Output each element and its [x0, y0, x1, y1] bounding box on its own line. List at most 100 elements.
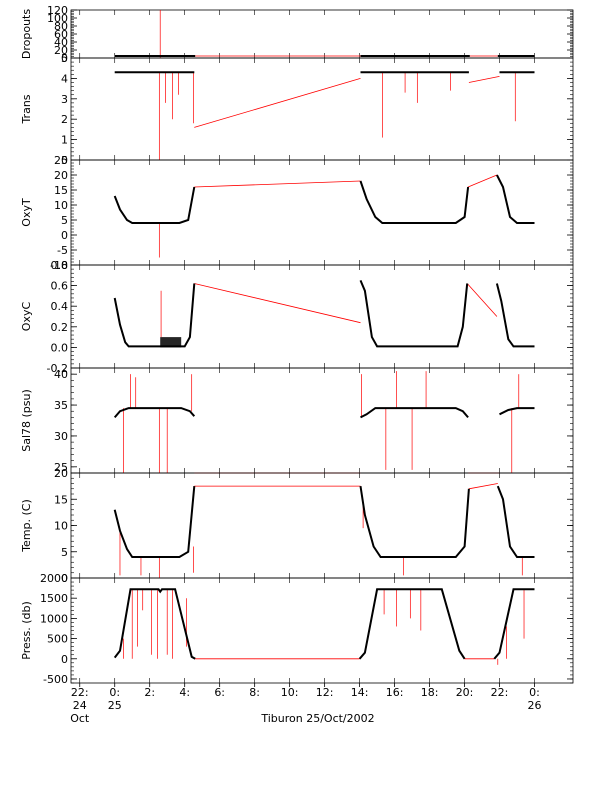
y-axis-title: Sal78 (psu)	[20, 389, 33, 452]
y-tick-label: 120	[47, 4, 68, 17]
y-tick-label: 60	[54, 28, 68, 41]
y-tick-label: -0.2	[47, 362, 68, 375]
x-tick-label: 16:	[386, 686, 404, 699]
y-tick-label: 5	[61, 214, 68, 227]
y-tick-label: 20	[54, 44, 68, 57]
connector-line	[468, 76, 500, 83]
connector-line	[194, 180, 361, 188]
panel: -10 -5 0 5 10 15 20 25 OxyT	[20, 154, 574, 272]
y-tick-label: 20	[54, 467, 68, 480]
x-tick-date-label: 26	[528, 699, 542, 712]
series-line	[496, 174, 535, 224]
y-tick-label: 0.8	[51, 259, 69, 272]
y-tick-label: 25	[54, 154, 68, 167]
y-tick-label: 0.6	[51, 280, 69, 293]
series-line	[113, 486, 196, 558]
x-tick-label: 22:	[491, 686, 509, 699]
y-tick-label: 0	[61, 229, 68, 242]
y-axis-title: OxyC	[20, 302, 33, 332]
series-line	[359, 180, 470, 224]
y-tick-label: 0	[61, 572, 68, 585]
y-tick-label: -5	[57, 244, 68, 257]
y-tick-label: 15	[54, 493, 68, 506]
x-tick-label: 0:	[109, 686, 120, 699]
y-tick-label: 0	[61, 154, 68, 167]
y-tick-label: 40	[54, 36, 68, 49]
x-tick-label: 22:	[71, 686, 89, 699]
x-tick-label: 6:	[214, 686, 225, 699]
series-line	[113, 283, 196, 348]
panel: -500 0 500 1000 1500 2000 Press. (db)	[20, 572, 574, 686]
plot-frame	[70, 264, 574, 369]
y-tick-label: 2000	[40, 572, 68, 585]
y-tick-label: 35	[54, 399, 68, 412]
series-line	[493, 588, 535, 660]
plot-frame	[70, 367, 574, 474]
x-tick-label: 2:	[144, 686, 155, 699]
plot-frame	[70, 9, 574, 59]
y-tick-label: 1	[61, 134, 68, 147]
y-tick-label: 5	[61, 52, 68, 65]
x-tick-label: 18:	[421, 686, 439, 699]
y-tick-label: 0	[61, 653, 68, 666]
y-tick-label: 0.4	[51, 300, 69, 313]
x-axis: 22:240:252: 4: 6: 8: 10: 12: 14: 16: 18: 20: 22: 0:…	[70, 683, 542, 725]
series-line	[359, 280, 469, 348]
y-tick-label: 4	[61, 72, 68, 85]
y-tick-label: 15	[54, 184, 68, 197]
series-line	[360, 407, 469, 419]
connector-line	[194, 283, 361, 324]
y-axis-title: Trans	[20, 94, 33, 124]
y-axis-title: Dropouts	[20, 9, 33, 59]
series-line	[496, 485, 535, 558]
y-tick-label: 1500	[40, 592, 68, 605]
y-tick-label: 5	[61, 546, 68, 559]
x-tick-label: 4:	[179, 686, 190, 699]
connector-line	[194, 78, 361, 128]
series-line	[113, 186, 196, 224]
chart-panels: 020406080100120Dropouts012345Trans-10-50…	[20, 4, 574, 686]
series-line	[113, 407, 196, 419]
y-tick-label: 40	[54, 368, 68, 381]
y-tick-label: 2	[61, 113, 68, 126]
y-tick-label: 0.2	[51, 321, 69, 334]
x-tick-date-label: 25	[108, 699, 122, 712]
y-tick-label: 20	[54, 169, 68, 182]
y-tick-label: 3	[61, 93, 68, 106]
x-tick-label: 10:	[281, 686, 299, 699]
x-tick-label: 0:	[529, 686, 540, 699]
series-line	[113, 588, 196, 660]
x-tick-label: 8:	[249, 686, 260, 699]
series-line	[495, 283, 535, 348]
y-tick-label: 0	[61, 52, 68, 65]
x-tick-label: 20:	[456, 686, 474, 699]
series-line	[359, 485, 470, 558]
panel: 25 30 35 40 Sal78 (psu)	[20, 367, 574, 474]
series-line	[499, 407, 535, 416]
panel: -0.2 0.0 0.2 0.4 0.6 0.8 OxyC	[20, 259, 574, 375]
x-axis-title: Tiburon 25/Oct/2002	[260, 712, 374, 725]
panel: 0 1 2 3 4 5 Trans	[20, 52, 574, 167]
y-tick-label: 30	[54, 430, 68, 443]
x-tick-label: 12:	[316, 686, 334, 699]
y-axis-title: Press. (db)	[20, 601, 33, 660]
y-tick-label: 0.0	[51, 341, 69, 354]
x-tick-label: 14:	[351, 686, 369, 699]
y-tick-label: -10	[50, 259, 68, 272]
y-tick-label: 500	[47, 633, 68, 646]
y-axis-title: Temp. (C)	[20, 499, 33, 553]
connector-line	[468, 483, 498, 490]
connector-line	[467, 174, 498, 188]
x-month-label: Oct	[70, 712, 90, 725]
panel: 0 5 10 15 20 Temp. (C)	[20, 467, 574, 585]
series-line	[358, 588, 466, 660]
y-tick-label: 25	[54, 461, 68, 474]
y-tick-label: 10	[54, 520, 68, 533]
plot-frame	[70, 577, 574, 684]
y-tick-label: 10	[54, 199, 68, 212]
x-tick-date-label: 24	[73, 699, 87, 712]
y-tick-label: 100	[47, 12, 68, 25]
plot-frame	[70, 472, 574, 579]
